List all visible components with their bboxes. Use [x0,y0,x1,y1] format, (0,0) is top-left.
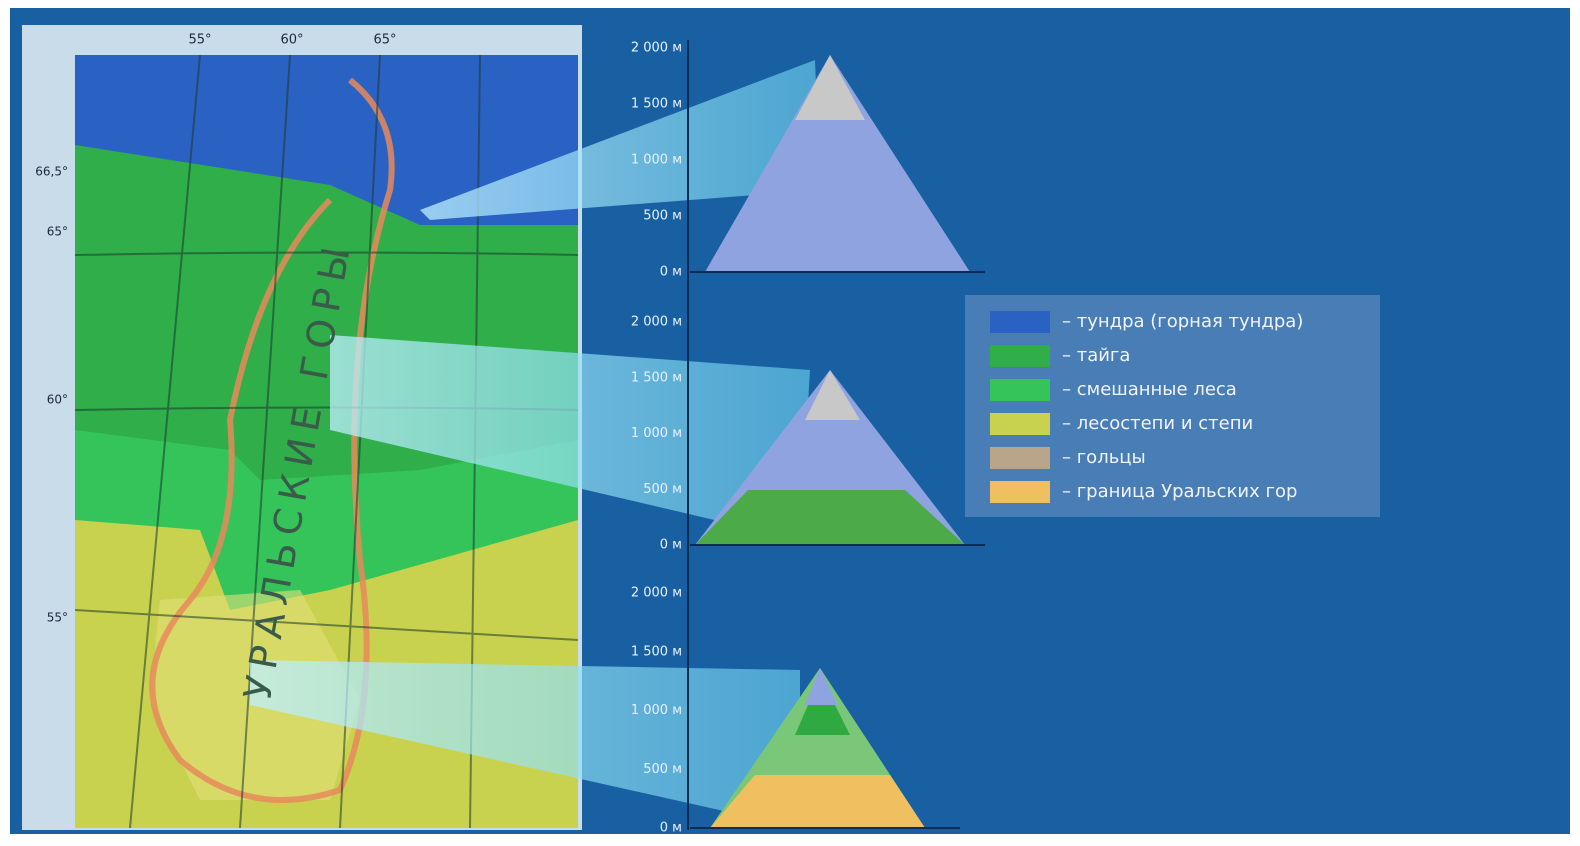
legend-swatch [990,481,1050,503]
scale-label: 2 000 м [631,41,682,56]
beam [250,660,800,828]
scale-label: 0 м [660,538,682,553]
beam [420,60,820,220]
scale-label: 1 000 м [631,426,682,441]
latitude-label: 66,5° [35,165,68,179]
mountain [690,668,960,829]
legend-label: – граница Уральских гор [1062,481,1297,502]
legend-label: – лесостепи и степи [1062,413,1253,434]
legend-swatch [990,447,1050,469]
scale-label: 500 м [643,762,682,777]
scale-label: 0 м [660,821,682,836]
longitude-label: 55° [188,33,211,48]
mountain [690,55,985,273]
scale-label: 1 500 м [631,644,682,659]
scale-label: 1 500 м [631,97,682,112]
longitude-label: 65° [373,33,396,48]
legend-swatch [990,311,1050,333]
legend-label: – тундра (горная тундра) [1062,311,1303,332]
scale-label: 500 м [643,209,682,224]
scale-label: 1 000 м [631,703,682,718]
beam [330,335,810,540]
longitude-label: 60° [280,33,303,48]
legend-label: – смешанные леса [1062,379,1237,400]
scale-label: 2 000 м [631,315,682,330]
legend-label: – гольцы [1062,447,1146,468]
scale-label: 2 000 м [631,586,682,601]
latitude-label: 60° [47,393,68,407]
legend-label: – тайга [1062,345,1130,366]
latitude-label: 55° [47,611,68,625]
scale-label: 0 м [660,265,682,280]
mountain [690,370,985,546]
scale-label: 1 000 м [631,153,682,168]
legend-swatch [990,379,1050,401]
scale-label: 500 м [643,482,682,497]
legend-swatch [990,345,1050,367]
latitude-label: 65° [47,225,68,239]
legend-swatch [990,413,1050,435]
scale-label: 1 500 м [631,370,682,385]
